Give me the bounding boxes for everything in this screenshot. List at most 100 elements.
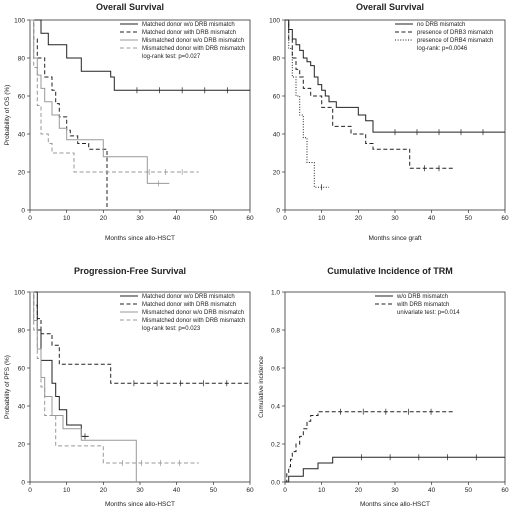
chart-panel-2: Overall Survival 0 10 20 30 40 50 60 0 20 40 60 80 10…: [269, 2, 509, 242]
y-tick-label: 100: [14, 289, 25, 296]
annotation-pvalue: log-rank test: p=0.023: [142, 326, 201, 332]
y-axis-label: Probability of OS (%): [4, 85, 11, 146]
x-tick-label: 60: [501, 487, 509, 494]
legend-label: Mismatched donor w/o DRB mismatch: [142, 38, 244, 44]
y-tick-label: 40: [18, 403, 26, 410]
x-tick-label: 40: [173, 215, 181, 222]
legend-label: w/o DRB mismatch: [396, 294, 448, 300]
legend: Matched donor w/o DRB mismatch Matched do…: [120, 22, 245, 60]
x-tick-label: 50: [210, 487, 218, 494]
x-tick-label: 0: [28, 215, 32, 222]
x-tick-label: 40: [173, 487, 181, 494]
x-axis-label: Months since allo-HSCT: [360, 501, 430, 508]
legend-label: Matched donor with DRB mismatch: [142, 30, 236, 36]
chart-panel-4: Cumulative Incidence of TRM 0 10 20 30 40 50 60…: [258, 266, 509, 508]
x-tick-label: 60: [501, 215, 509, 222]
x-tick-label: 30: [391, 487, 399, 494]
y-tick-label: 100: [14, 17, 25, 24]
x-tick-label: 30: [136, 487, 144, 494]
x-axis-label: Months since graft: [368, 235, 421, 242]
series-line-4: [30, 19, 199, 173]
x-tick-label: 10: [63, 487, 71, 494]
y-tick-label: 40: [273, 131, 281, 138]
y-tick-label: 60: [273, 93, 281, 100]
legend-label: Matched donor with DRB mismatch: [142, 302, 236, 308]
legend-label: no DRB mismatch: [417, 22, 465, 28]
x-tick-label: 0: [283, 215, 287, 222]
x-tick-label: 50: [210, 215, 218, 222]
y-tick-label: 0.6: [271, 365, 280, 372]
legend-label: Matched donor w/o DRB mismatch: [142, 22, 235, 28]
y-tick-label: 60: [18, 365, 26, 372]
chart-title: Progression-Free Survival: [74, 266, 186, 276]
y-axis-label: Probability of PFS (%): [4, 355, 11, 419]
y-tick-label: 20: [18, 169, 26, 176]
y-tick-label: 80: [18, 327, 26, 334]
series-line-2: [285, 19, 454, 169]
chart-title: Overall Survival: [96, 2, 164, 12]
x-tick-label: 40: [428, 215, 436, 222]
chart-title: Overall Survival: [356, 2, 424, 12]
legend: w/o DRB mismatch with DRB mismatch univari…: [375, 294, 460, 316]
series-line-1: [30, 19, 250, 91]
x-tick-label: 0: [28, 487, 32, 494]
legend-label: Mismatched donor with DRB mismatch: [142, 318, 245, 324]
series-line-3: [30, 291, 137, 482]
x-tick-label: 20: [100, 487, 108, 494]
series-line-3: [285, 19, 329, 188]
legend-label: Matched donor w/o DRB mismatch: [142, 294, 235, 300]
x-tick-label: 20: [355, 487, 363, 494]
y-tick-label: 0: [276, 207, 280, 214]
series-line-2: [285, 411, 454, 483]
x-tick-label: 0: [283, 487, 287, 494]
series-line-1: [285, 19, 505, 133]
y-tick-label: 100: [269, 17, 280, 24]
annotation-pvalue: univariate test: p=0.014: [397, 310, 460, 316]
legend-label: presence of DRB4 mismatch: [417, 38, 493, 44]
x-tick-label: 40: [428, 487, 436, 494]
y-tick-label: 20: [18, 441, 26, 448]
annotation-pvalue: log-rank test: p=0.027: [142, 54, 201, 60]
y-tick-label: 0: [21, 479, 25, 486]
y-tick-label: 0.8: [271, 327, 280, 334]
series-line-2: [30, 19, 108, 210]
legend-label: with DRB mismatch: [396, 302, 449, 308]
series-line-4: [30, 291, 199, 464]
series-line-2: [30, 291, 250, 384]
y-tick-label: 20: [273, 169, 281, 176]
x-tick-label: 10: [318, 487, 326, 494]
legend: no DRB mismatch presence of DRB3 mismatch…: [395, 22, 493, 52]
chart-title: Cumulative Incidence of TRM: [327, 266, 453, 276]
legend-label: Mismatched donor w/o DRB mismatch: [142, 310, 244, 316]
x-tick-label: 50: [465, 487, 473, 494]
x-tick-label: 20: [100, 215, 108, 222]
legend-label: Mismatched donor with DRB mismatch: [142, 46, 245, 52]
x-axis-label: Months since allo-HSCT: [105, 501, 175, 508]
y-axis-label: Cumulative incidence: [258, 356, 265, 418]
x-tick-label: 60: [246, 215, 254, 222]
legend-label: presence of DRB3 mismatch: [417, 30, 493, 36]
y-tick-label: 0.2: [271, 441, 280, 448]
x-tick-label: 30: [391, 215, 399, 222]
x-tick-label: 50: [465, 215, 473, 222]
series-line-1: [30, 291, 89, 437]
y-tick-label: 80: [273, 55, 281, 62]
y-tick-label: 0.4: [271, 403, 280, 410]
y-tick-label: 0.0: [271, 479, 280, 486]
chart-panel-3: Progression-Free Survival 0 10 20 30 40 50 60 0 2…: [4, 266, 254, 508]
y-tick-label: 1.0: [271, 289, 280, 296]
x-tick-label: 30: [136, 215, 144, 222]
x-tick-label: 10: [318, 215, 326, 222]
y-tick-label: 60: [18, 93, 26, 100]
x-tick-label: 20: [355, 215, 363, 222]
x-tick-label: 10: [63, 215, 71, 222]
y-tick-label: 40: [18, 131, 26, 138]
annotation-pvalue: log-rank: p=0.0046: [417, 46, 468, 52]
series-line-1: [285, 456, 505, 483]
series-line-3: [30, 19, 170, 184]
legend: Matched donor w/o DRB mismatch Matched do…: [120, 294, 245, 332]
y-tick-label: 80: [18, 55, 26, 62]
x-axis-label: Months since allo-HSCT: [105, 235, 175, 242]
